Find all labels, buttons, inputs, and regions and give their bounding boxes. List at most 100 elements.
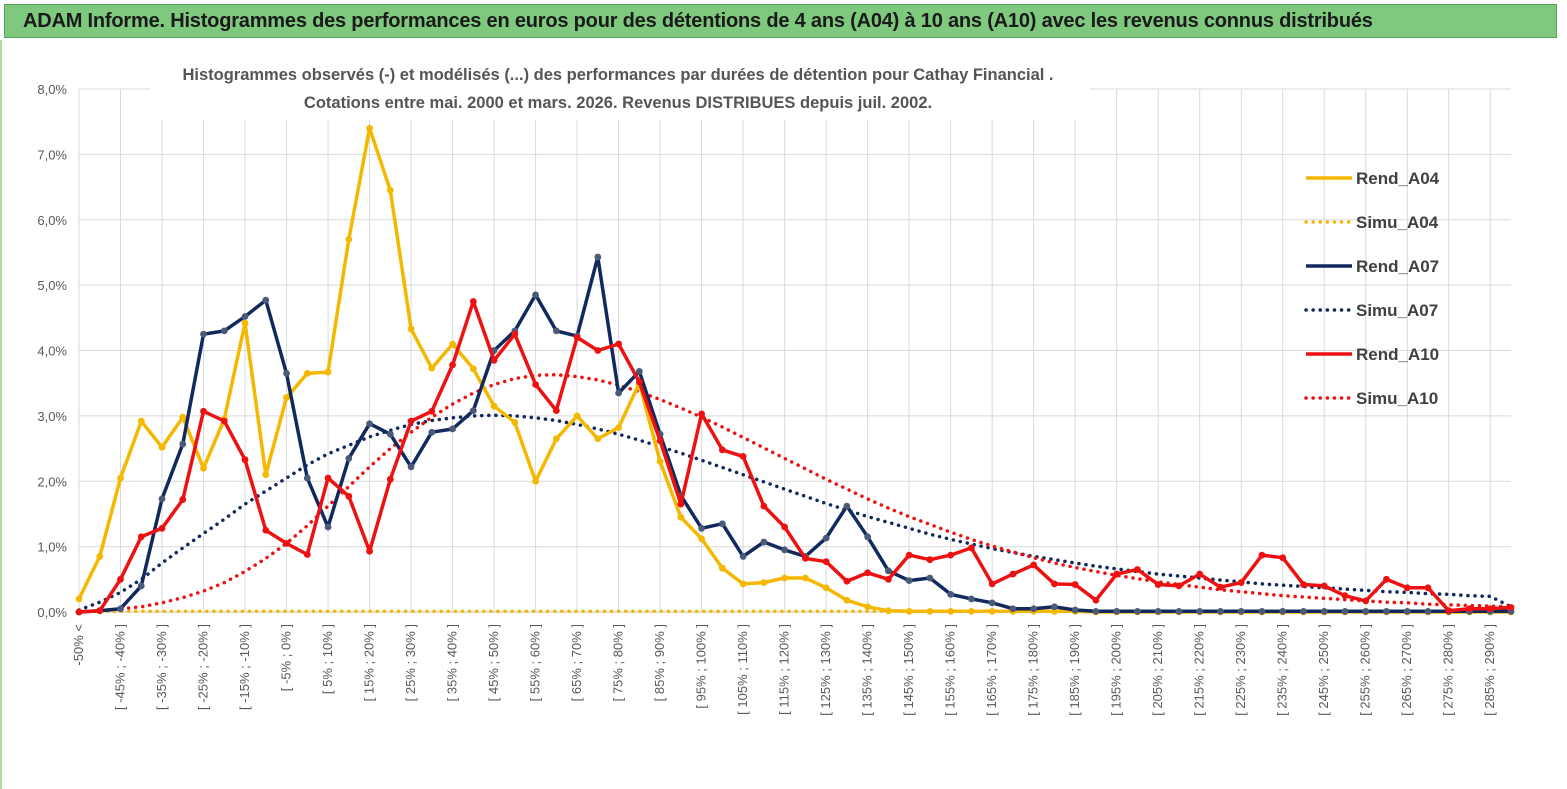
data-point-Rend_A10: [303, 551, 311, 558]
data-point-Rend_A07: [1217, 607, 1224, 615]
data-point-Rend_A07: [241, 313, 249, 320]
data-point-Rend_A07: [884, 567, 892, 575]
data-point-Rend_A07: [1341, 607, 1349, 615]
series-line-Simu_A07: [77, 413, 1513, 612]
data-point-Rend_A07: [1175, 607, 1183, 615]
data-point-Rend_A10: [1154, 581, 1162, 588]
data-point-Rend_A07: [1258, 607, 1266, 615]
data-point-Rend_A10: [1175, 582, 1183, 590]
data-point-Rend_A10: [573, 334, 581, 341]
data-point-Rend_A10: [1424, 584, 1432, 592]
data-point-Rend_A10: [345, 492, 353, 500]
data-point-Rend_A10: [988, 580, 996, 588]
x-tick-label: [ 265% ; 270% ]: [1399, 624, 1414, 716]
x-tick-label: [ 145% ; 150% ]: [901, 624, 916, 716]
report-title: ADAM Informe. Histogrammes des performan…: [23, 9, 1373, 32]
data-point-Rend_A04: [947, 607, 955, 615]
data-point-Rend_A07: [1154, 607, 1162, 615]
data-point-Rend_A04: [303, 369, 311, 377]
data-point-Rend_A07: [1009, 605, 1017, 613]
data-point-Rend_A04: [345, 235, 353, 243]
chart-title-line1: Histogrammes observés (-) et modélisés (…: [182, 66, 1053, 84]
data-point-Rend_A10: [241, 456, 249, 464]
data-point-Rend_A04: [988, 607, 996, 615]
data-point-Rend_A10: [635, 378, 643, 386]
legend: Rend_A04 Simu_A04 Rend_A07 Simu_A07 Rend_A10…: [1304, 169, 1440, 408]
data-point-Rend_A07: [1051, 603, 1058, 611]
data-point-Rend_A04: [656, 458, 664, 466]
data-point-Rend_A10: [656, 437, 664, 445]
data-point-Rend_A07: [1030, 605, 1038, 613]
data-point-Rend_A07: [698, 524, 706, 532]
data-point-Rend_A07: [449, 425, 456, 433]
data-point-Rend_A04: [96, 553, 104, 560]
data-point-Rend_A07: [1424, 607, 1432, 615]
data-point-Rend_A04: [739, 580, 747, 588]
data-point-Rend_A10: [1383, 575, 1390, 583]
data-point-Rend_A07: [532, 291, 539, 299]
data-point-Rend_A10: [1507, 604, 1515, 611]
data-point-Rend_A10: [1237, 579, 1245, 586]
data-point-Rend_A07: [781, 546, 789, 554]
series-line-Rend_A07: [78, 255, 1511, 614]
data-point-Rend_A04: [801, 574, 809, 582]
legend-label: Rend_A10: [1356, 345, 1439, 364]
data-point-Rend_A10: [552, 407, 560, 415]
data-point-Rend_A07: [864, 533, 872, 541]
data-point-Rend_A10: [96, 607, 104, 615]
data-point-Rend_A07: [1237, 607, 1245, 615]
data-point-Rend_A10: [386, 475, 394, 483]
data-point-Rend_A10: [158, 524, 166, 532]
data-point-Rend_A07: [1113, 607, 1121, 615]
data-point-Rend_A04: [552, 435, 560, 443]
data-point-Rend_A04: [677, 513, 685, 521]
data-point-Rend_A10: [469, 298, 477, 305]
legend-label: Rend_A07: [1356, 257, 1439, 276]
data-point-Rend_A10: [1445, 607, 1453, 615]
data-point-Rend_A04: [718, 564, 726, 572]
data-point-Rend_A04: [698, 535, 706, 543]
x-tick-label: [ 25% ; 30% ]: [403, 624, 418, 701]
data-point-Rend_A07: [552, 327, 560, 335]
legend-label: Simu_A04: [1356, 213, 1439, 232]
grid-layer: [78, 88, 1511, 613]
x-tick-label: [ 135% ; 140% ]: [860, 624, 875, 716]
data-point-Rend_A10: [1071, 581, 1079, 588]
data-point-Rend_A10: [75, 608, 83, 616]
y-tick-label: 0,0%: [37, 605, 67, 620]
data-point-Rend_A10: [822, 558, 830, 566]
x-tick-label: [ 215% ; 220% ]: [1192, 624, 1207, 716]
data-point-Rend_A04: [75, 595, 83, 603]
data-point-Rend_A04: [843, 596, 851, 604]
data-point-Rend_A07: [905, 577, 913, 585]
y-tick-label: 2,0%: [37, 474, 67, 489]
chart-title-line2: Cotations entre mai. 2000 et mars. 2026.…: [304, 94, 932, 112]
data-point-Rend_A04: [968, 607, 975, 615]
data-point-Rend_A10: [117, 575, 124, 583]
data-point-Rend_A10: [324, 474, 332, 482]
data-point-Rend_A04: [469, 365, 477, 373]
data-point-Rend_A07: [366, 420, 373, 428]
data-point-Rend_A07: [947, 590, 955, 598]
data-point-Rend_A10: [179, 496, 187, 503]
data-point-Rend_A10: [1217, 583, 1224, 591]
data-point-Rend_A07: [1092, 607, 1100, 615]
data-point-Rend_A04: [573, 412, 581, 420]
x-tick-label: [ 205% ; 210% ]: [1150, 624, 1165, 716]
x-tick-label: [ 65% ; 70% ]: [569, 624, 584, 701]
data-point-Rend_A04: [905, 607, 913, 615]
data-point-Rend_A10: [594, 347, 602, 354]
data-point-Rend_A04: [137, 417, 145, 425]
data-point-Rend_A04: [760, 579, 768, 586]
x-tick-label: [ 15% ; 20% ]: [362, 624, 377, 701]
x-tick-label: [ -45% ; -40% ]: [113, 624, 128, 710]
legend-label: Simu_A07: [1356, 301, 1438, 320]
chart-frame: [0, 40, 1567, 789]
data-point-Rend_A07: [158, 495, 166, 503]
data-point-Rend_A07: [988, 599, 996, 607]
data-point-Rend_A10: [905, 551, 913, 559]
data-point-Rend_A04: [366, 124, 373, 132]
data-point-Rend_A04: [158, 443, 166, 451]
series-layer: [75, 124, 1515, 616]
